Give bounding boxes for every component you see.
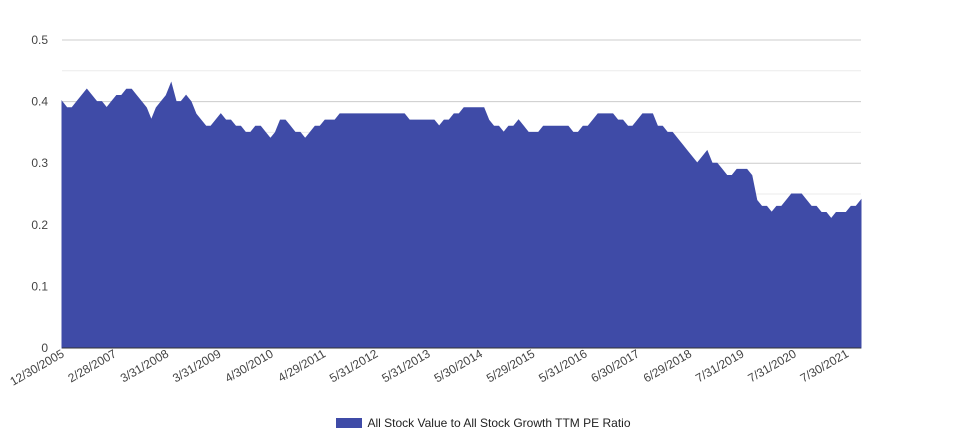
x-tick-label: 3/31/2008	[118, 346, 172, 385]
y-axis-ticks: 0 0.1 0.2 0.3 0.4 0.5	[31, 33, 48, 355]
x-tick-label: 2/28/2007	[66, 346, 120, 385]
x-tick-label: 6/30/2017	[589, 346, 643, 385]
x-tick-label: 5/29/2015	[484, 346, 538, 385]
x-tick-label: 5/31/2016	[536, 346, 590, 385]
x-tick-label: 5/31/2013	[379, 346, 433, 385]
x-tick-label: 4/29/2011	[276, 346, 329, 385]
x-tick-label: 6/29/2018	[641, 346, 695, 385]
legend-swatch	[335, 418, 362, 428]
series-area	[61, 81, 862, 349]
legend-label: All Stock Value to All Stock Growth TTM …	[367, 416, 631, 430]
y-tick-label: 0	[41, 341, 48, 355]
x-tick-label: 7/30/2021	[798, 346, 852, 385]
x-tick-label: 4/30/2010	[222, 346, 276, 385]
y-tick-label: 0.3	[31, 156, 48, 170]
x-tick-label: 3/31/2009	[170, 346, 224, 385]
x-tick-label: 7/31/2019	[693, 346, 747, 385]
legend: All Stock Value to All Stock Growth TTM …	[0, 412, 966, 434]
x-tick-label: 5/30/2014	[432, 346, 486, 385]
y-tick-label: 0.1	[31, 279, 48, 293]
x-tick-label: 7/31/2020	[745, 346, 799, 385]
y-tick-label: 0.2	[31, 218, 48, 232]
x-axis-ticks: 12/30/2005 2/28/2007 3/31/2008 3/31/2009 4/3…	[7, 346, 851, 388]
x-tick-label: 12/30/2005	[7, 346, 66, 388]
x-tick-label: 5/31/2012	[327, 346, 381, 385]
y-tick-label: 0.4	[31, 95, 48, 109]
y-tick-label: 0.5	[31, 33, 48, 47]
